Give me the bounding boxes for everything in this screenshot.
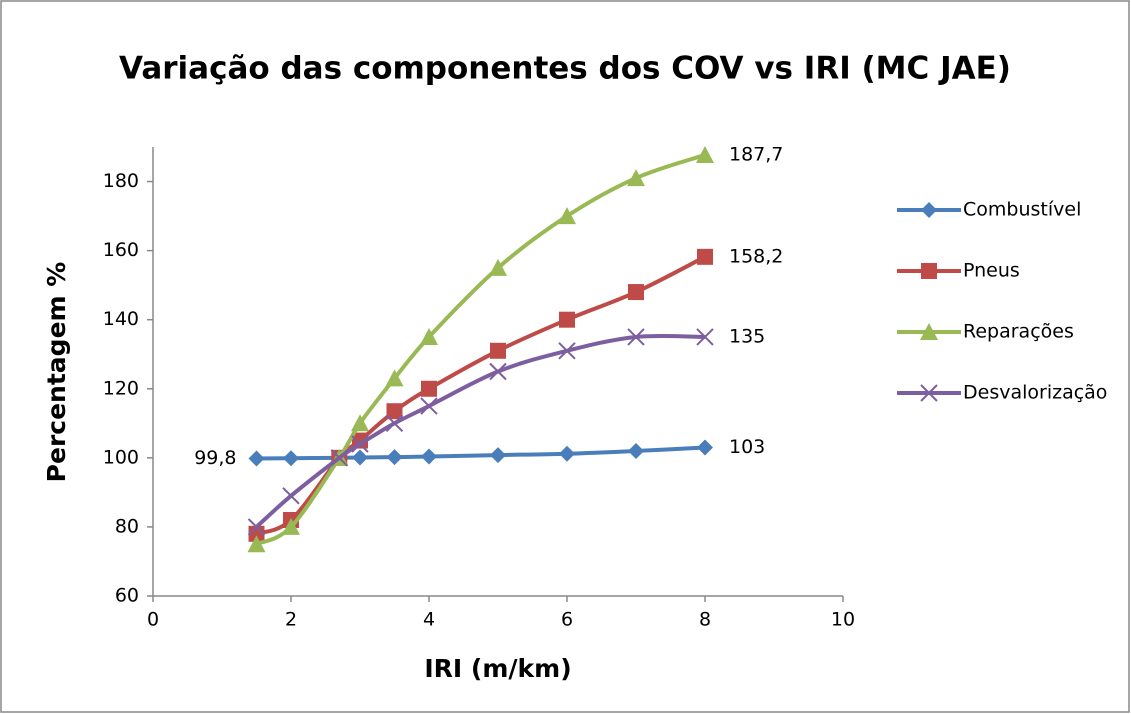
marker [559, 311, 575, 328]
data-label: 103 [729, 436, 765, 458]
marker [627, 328, 645, 346]
marker [627, 169, 645, 187]
x-tick-label: 6 [561, 609, 573, 631]
x-tick-label: 2 [285, 609, 297, 631]
x-tick-label: 10 [831, 609, 855, 631]
x-tick-label: 4 [423, 609, 435, 631]
marker [351, 414, 369, 432]
y-tick-label: 160 [103, 239, 139, 261]
marker [696, 145, 714, 163]
marker [386, 403, 403, 420]
data-label: 135 [729, 325, 765, 347]
legend-label: Combustível [963, 199, 1081, 221]
marker [420, 397, 438, 415]
marker [248, 450, 265, 467]
y-tick-label: 60 [115, 585, 139, 607]
marker [421, 448, 437, 465]
marker [385, 414, 404, 433]
marker [386, 449, 403, 466]
marker [351, 435, 369, 453]
data-label: 158,2 [729, 245, 783, 267]
marker [559, 445, 575, 462]
x-tick-label: 0 [147, 609, 159, 631]
data-label: 99,8 [194, 447, 236, 469]
marker [385, 369, 404, 387]
marker [558, 207, 576, 225]
series-line [255, 153, 706, 547]
marker [330, 449, 349, 467]
marker [628, 284, 644, 301]
legend-marker [921, 202, 937, 218]
series-line [255, 255, 706, 536]
legend-label: Reparações [963, 321, 1074, 343]
marker [247, 518, 266, 536]
marker [420, 327, 438, 345]
marker [490, 342, 506, 359]
marker [282, 487, 300, 505]
series-line [255, 333, 706, 529]
marker [558, 342, 576, 360]
chart-title: Variação das componentes dos COV vs IRI … [119, 51, 1011, 87]
y-tick-label: 140 [103, 308, 139, 330]
legend-label: Desvalorização [963, 382, 1107, 404]
marker [696, 328, 714, 346]
marker [489, 362, 507, 381]
y-tick-label: 120 [103, 377, 139, 399]
marker [352, 449, 368, 466]
marker [247, 535, 266, 553]
legend-marker [920, 323, 938, 340]
marker [697, 248, 713, 265]
y-tick-label: 80 [115, 515, 139, 537]
x-tick-label: 8 [699, 609, 711, 631]
y-tick-label: 100 [103, 446, 139, 468]
marker [283, 450, 299, 467]
marker [628, 442, 644, 459]
x-axis-title: IRI (m/km) [424, 654, 571, 683]
marker [282, 517, 300, 535]
data-label: 187,7 [729, 143, 783, 165]
marker [421, 380, 437, 397]
y-tick-label: 180 [103, 170, 139, 192]
marker [697, 439, 713, 456]
marker [489, 258, 507, 276]
legend-marker [921, 263, 937, 279]
legend-marker [920, 384, 938, 402]
marker [490, 447, 506, 464]
legend-label: Pneus [963, 260, 1020, 282]
series-line [256, 445, 706, 461]
y-axis-title: Percentagem % [42, 262, 71, 483]
